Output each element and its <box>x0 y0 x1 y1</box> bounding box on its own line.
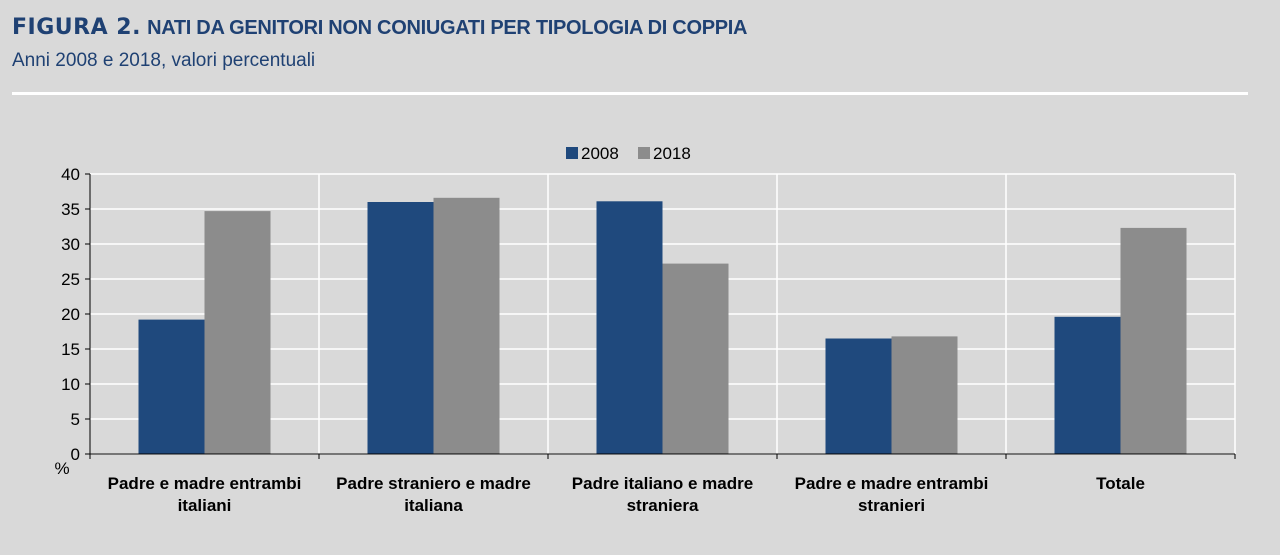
bar-2008-2 <box>367 202 434 454</box>
x-category-label: Padre e madre entrambi <box>795 474 989 493</box>
y-tick-label: 40 <box>61 165 80 184</box>
bar-2008-1 <box>138 319 205 454</box>
figure-title-text: NATI DA GENITORI NON CONIUGATI PER TIPOL… <box>147 17 748 39</box>
title-divider <box>12 92 1248 95</box>
y-tick-label: 25 <box>61 270 80 289</box>
x-category-label: stranieri <box>858 496 925 515</box>
y-tick-label: 35 <box>61 200 80 219</box>
x-category-label: italiani <box>178 496 232 515</box>
y-tick-label: 10 <box>61 375 80 394</box>
y-tick-label: 20 <box>61 305 80 324</box>
x-category-label: Totale <box>1096 474 1145 493</box>
bar-2018-3 <box>662 263 729 454</box>
bar-2008-4 <box>825 338 892 454</box>
y-tick-label: 5 <box>71 410 80 429</box>
figure-label: FIGURA 2. <box>12 15 141 40</box>
legend-label-2008: 2008 <box>581 144 619 163</box>
bar-2008-5 <box>1054 316 1121 454</box>
figure-title: FIGURA 2. NATI DA GENITORI NON CONIUGATI… <box>12 14 747 40</box>
x-category-label: Padre italiano e madre <box>572 474 753 493</box>
bar-2018-5 <box>1120 227 1187 454</box>
bar-2018-4 <box>891 336 958 454</box>
legend-label-2018: 2018 <box>653 144 691 163</box>
x-category-label: Padre straniero e madre <box>336 474 531 493</box>
x-category-label: italiana <box>404 496 463 515</box>
y-tick-label: 30 <box>61 235 80 254</box>
bar-2018-1 <box>204 211 271 454</box>
bar-2008-3 <box>596 201 663 454</box>
y-tick-label: 15 <box>61 340 80 359</box>
x-category-label: Padre e madre entrambi <box>108 474 302 493</box>
y-tick-label: 0 <box>71 445 80 464</box>
bar-2018-2 <box>433 197 500 455</box>
legend-swatch-2008 <box>566 147 578 159</box>
x-category-label: straniera <box>627 496 699 515</box>
legend-swatch-2018 <box>638 147 650 159</box>
y-axis-unit: % <box>54 459 69 478</box>
figure-subtitle: Anni 2008 e 2018, valori percentuali <box>12 50 316 71</box>
